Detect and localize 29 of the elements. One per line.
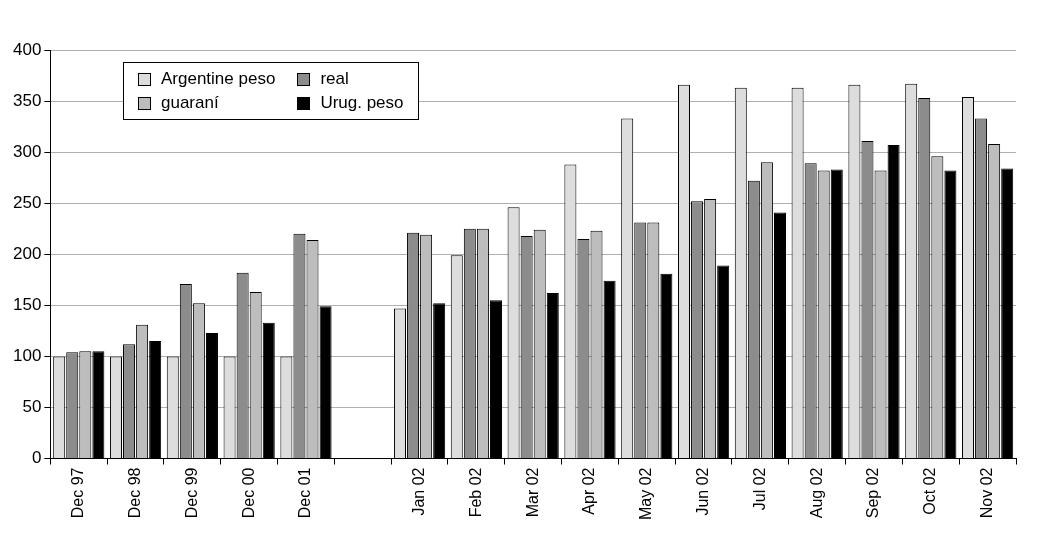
x-tick-label: Oct 02 — [921, 467, 939, 515]
legend-label: guaraní — [161, 93, 219, 113]
x-tick-label: Jul 02 — [750, 467, 768, 511]
x-tick-label: Apr 02 — [580, 467, 598, 515]
y-tick-label: 100 — [12, 346, 42, 366]
x-tick-label: Aug 02 — [807, 467, 825, 519]
x-tick-label: Dec 99 — [182, 467, 200, 519]
legend-label: Urug. peso — [320, 93, 404, 113]
y-tick-label: 400 — [12, 39, 42, 59]
x-tick-label: Jun 02 — [693, 467, 711, 516]
y-tick-label: 350 — [12, 90, 42, 110]
y-tick-label: 0 — [31, 448, 42, 468]
x-tick-label: Mar 02 — [523, 467, 541, 518]
x-tick-label: Feb 02 — [466, 467, 484, 518]
x-tick-label: Dec 01 — [296, 467, 314, 519]
y-tick-label: 200 — [12, 243, 42, 263]
x-tick-label: Dec 98 — [125, 467, 143, 519]
y-tick-label: 250 — [12, 192, 42, 212]
x-tick-label: May 02 — [637, 467, 655, 520]
x-tick-label: Nov 02 — [978, 467, 996, 519]
y-tick-label: 150 — [12, 295, 42, 315]
x-tick-label: Jan 02 — [409, 467, 427, 516]
y-tick-label: 50 — [22, 397, 42, 417]
x-tick-label: Dec 00 — [239, 467, 257, 519]
y-tick-label: 300 — [12, 141, 42, 161]
legend-label: real — [320, 69, 349, 89]
x-tick-label: Dec 97 — [69, 467, 87, 519]
legend-label: Argentine peso — [161, 69, 276, 89]
x-tick-label: Sep 02 — [864, 467, 882, 519]
